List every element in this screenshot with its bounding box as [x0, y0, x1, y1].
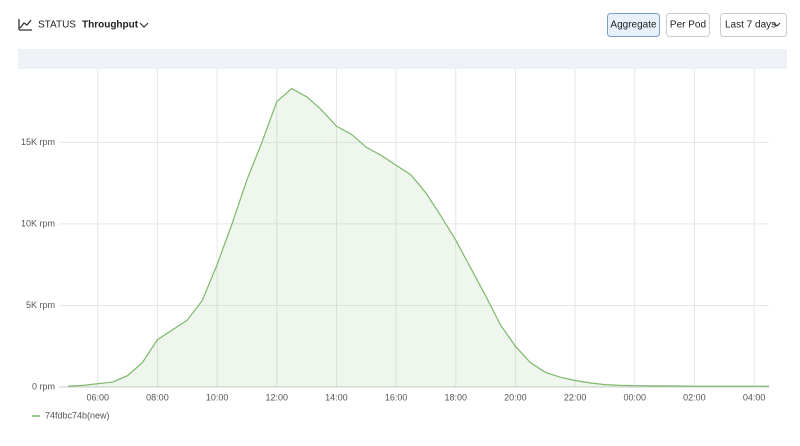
x-tick-label: 02:00 — [683, 392, 706, 402]
x-tick-label: 22:00 — [564, 392, 587, 402]
range-select[interactable] — [720, 13, 787, 37]
x-tick-label: 20:00 — [504, 392, 527, 402]
line — [67, 87, 769, 387]
legend-label: 74fdbc74b(new) — [45, 410, 110, 420]
x-tick-label: 00:00 — [623, 392, 646, 402]
aggregate-button[interactable] — [607, 13, 660, 37]
y-tick-label: 10K rpm — [21, 218, 55, 228]
per-pod-label[interactable]: Per Pod — [670, 20, 706, 31]
x-tick-label: 08:00 — [146, 392, 169, 402]
x-tick-label: 06:00 — [87, 392, 110, 402]
chevron[interactable] — [139, 22, 149, 28]
x-tick-label: 16:00 — [385, 392, 408, 402]
chart-band — [18, 49, 787, 69]
x-tick-label: 14:00 — [325, 392, 348, 402]
chart-icon — [18, 19, 32, 31]
x-tick-label: 18:00 — [444, 392, 467, 402]
area-fill — [67, 88, 769, 387]
metric-select[interactable]: Throughput — [82, 20, 139, 31]
plot: 0 rpm 5K rpm 10K rpm 15K rpm 06:00 08:00 10:00… — [21, 69, 769, 420]
x-tick-label: 04:00 — [743, 392, 766, 402]
x-tick-label: 12:00 — [266, 392, 289, 402]
range-label[interactable]: Last 7 days — [725, 20, 776, 31]
aggregate-label[interactable]: Aggregate — [610, 20, 657, 31]
x-tick-label: 10:00 — [206, 392, 229, 402]
per-pod-button[interactable] — [666, 13, 710, 37]
y-tick-label: 5K rpm — [26, 300, 55, 310]
chevron[interactable] — [773, 22, 781, 27]
y-tick-label: 15K rpm — [21, 137, 55, 147]
toolbar: STATUS Throughput Aggregate Per Pod Last… — [18, 13, 787, 37]
section-label: STATUS — [38, 20, 76, 31]
y-tick-label: 0 rpm — [32, 381, 55, 391]
